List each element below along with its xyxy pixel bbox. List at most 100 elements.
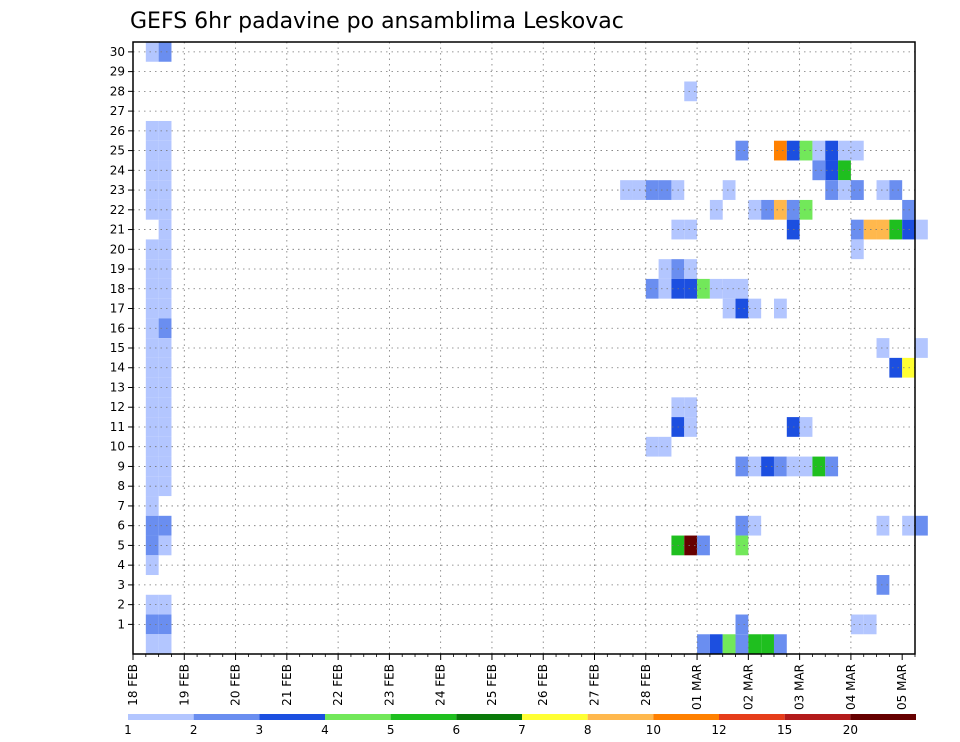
heatmap-cell bbox=[709, 634, 723, 654]
heatmap-cell bbox=[158, 456, 172, 477]
heatmap-cell bbox=[761, 199, 774, 220]
y-tick-label: 9 bbox=[117, 459, 125, 473]
y-tick-label: 14 bbox=[110, 361, 125, 375]
heatmap-cell bbox=[684, 81, 698, 102]
y-tick-label: 19 bbox=[110, 262, 125, 276]
heatmap-cell bbox=[158, 298, 172, 319]
y-tick-label: 22 bbox=[110, 203, 125, 217]
x-tick-label: 23 FEB bbox=[382, 664, 396, 706]
x-tick-label: 03 MAR bbox=[793, 664, 807, 710]
y-tick-label: 25 bbox=[110, 144, 125, 158]
heatmap-cell bbox=[158, 278, 172, 299]
x-tick-label: 22 FEB bbox=[331, 664, 345, 706]
heatmap-cell bbox=[145, 199, 159, 220]
heatmap-cell bbox=[876, 219, 890, 240]
y-tick-label: 7 bbox=[117, 499, 125, 513]
heatmap-cell bbox=[158, 259, 172, 279]
colorbar-segment bbox=[784, 714, 851, 720]
heatmap-cell bbox=[684, 278, 698, 299]
y-tick-label: 4 bbox=[117, 558, 125, 572]
heatmap-cell bbox=[761, 456, 774, 477]
heatmap-cell bbox=[748, 634, 762, 654]
x-tick-label: 19 FEB bbox=[177, 664, 191, 706]
y-tick-label: 8 bbox=[117, 479, 125, 493]
heatmap-cell bbox=[145, 555, 159, 576]
heatmap-cell bbox=[735, 634, 749, 654]
heatmap-cell bbox=[145, 239, 159, 260]
heatmap-cell bbox=[145, 278, 159, 299]
x-tick-label: 02 MAR bbox=[741, 664, 755, 710]
x-tick-label: 25 FEB bbox=[485, 664, 499, 706]
heatmap-cell bbox=[158, 614, 172, 635]
colorbar-label: 7 bbox=[518, 723, 526, 737]
heatmap-cell bbox=[735, 614, 749, 635]
colorbar-label: 10 bbox=[646, 723, 661, 737]
y-tick-label: 6 bbox=[117, 519, 125, 533]
colorbar-segment bbox=[325, 714, 391, 720]
heatmap-cell bbox=[915, 219, 928, 240]
heatmap-cell bbox=[876, 515, 890, 536]
colorbar-segment bbox=[128, 714, 194, 720]
heatmap-cell bbox=[145, 42, 159, 62]
y-tick-label: 23 bbox=[110, 183, 125, 197]
x-tick-label: 05 MAR bbox=[895, 664, 909, 710]
colorbar-segment bbox=[653, 714, 719, 720]
heatmap-cell bbox=[145, 456, 159, 477]
heatmap-cell bbox=[876, 180, 890, 200]
heatmap-cell bbox=[145, 476, 159, 497]
heatmap-cell bbox=[850, 140, 864, 161]
heatmap-cell bbox=[850, 180, 864, 200]
colorbar-label: 2 bbox=[190, 723, 198, 737]
y-tick-label: 16 bbox=[110, 321, 125, 335]
y-tick-label: 17 bbox=[110, 302, 125, 316]
y-tick-label: 24 bbox=[110, 163, 125, 177]
heatmap-cell bbox=[735, 298, 749, 319]
heatmap-cell bbox=[799, 199, 813, 220]
heatmap-cell bbox=[799, 456, 813, 477]
y-tick-label: 26 bbox=[110, 124, 125, 138]
heatmap-cell bbox=[158, 160, 172, 181]
x-tick-label: 26 FEB bbox=[536, 664, 550, 706]
y-tick-label: 29 bbox=[110, 65, 125, 79]
heatmap-cell bbox=[158, 594, 172, 615]
heatmap-cell bbox=[145, 515, 159, 536]
y-tick-label: 13 bbox=[110, 380, 125, 394]
heatmap-cell bbox=[145, 160, 159, 181]
x-axis-ticks: 18 FEB 19 FEB 20 FEB 21 FEB 22 FEB 23 FEB 24 F… bbox=[126, 654, 916, 710]
heatmap-cell bbox=[850, 239, 864, 260]
heatmap-cell bbox=[761, 634, 774, 654]
y-tick-label: 18 bbox=[110, 282, 125, 296]
heatmap-cell bbox=[773, 456, 787, 477]
heatmap-cell bbox=[735, 278, 749, 299]
y-tick-label: 1 bbox=[117, 617, 125, 631]
heatmap-cell bbox=[158, 417, 172, 437]
heatmap-cell bbox=[620, 180, 633, 200]
heatmap-cell bbox=[145, 357, 159, 378]
y-tick-label: 15 bbox=[110, 341, 125, 355]
heatmap-cell bbox=[145, 535, 159, 556]
colorbar-label: 5 bbox=[387, 723, 395, 737]
heatmap-cell bbox=[158, 436, 172, 457]
heatmap-cell bbox=[145, 180, 159, 200]
grid-lines bbox=[133, 42, 915, 654]
heatmap-cell bbox=[158, 219, 172, 240]
x-tick-label: 18 FEB bbox=[126, 664, 140, 706]
heatmap-cell bbox=[697, 535, 710, 556]
heatmap-cell bbox=[145, 377, 159, 398]
colorbar-segment bbox=[456, 714, 522, 720]
heatmap-cell bbox=[158, 180, 172, 200]
colorbar: 1 2 3 4 5 6 7 8 10 12 15 20 bbox=[124, 714, 916, 737]
colorbar-segment bbox=[193, 714, 260, 720]
heatmap-cell bbox=[158, 476, 172, 497]
heatmap-cell bbox=[158, 377, 172, 398]
heatmap-cell bbox=[684, 219, 698, 240]
heatmap-cell bbox=[684, 535, 698, 556]
heatmap-cell bbox=[158, 515, 172, 536]
y-tick-label: 11 bbox=[110, 420, 125, 434]
y-tick-label: 5 bbox=[117, 538, 125, 552]
x-tick-label: 04 MAR bbox=[844, 664, 858, 710]
heatmap-cell bbox=[889, 180, 903, 200]
x-tick-label: 21 FEB bbox=[280, 664, 294, 706]
heatmap-cell bbox=[658, 278, 672, 299]
